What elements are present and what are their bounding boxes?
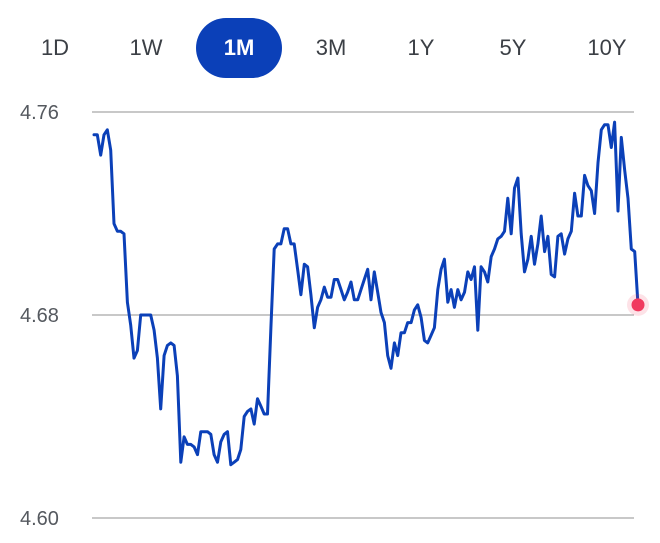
series-line-0 — [92, 120, 640, 467]
tab-1y[interactable]: 1Y — [407, 35, 435, 60]
series-layer — [92, 120, 649, 467]
tab-3m[interactable]: 3M — [315, 35, 347, 60]
gridlines — [92, 111, 634, 519]
y-tick-label-2: 4.60 — [20, 508, 59, 530]
tab-1d[interactable]: 1D — [40, 35, 70, 60]
y-tick-label-1: 4.68 — [20, 305, 59, 327]
y-tick-labels: 4.76 4.68 4.60 — [20, 102, 59, 530]
y-tick-label-0: 4.76 — [20, 102, 59, 124]
tab-10y[interactable]: 10Y — [587, 35, 627, 60]
range-selector: 1D 1W 1M 3M 1Y 5Y 10Y — [0, 18, 660, 78]
endpoint-marker — [631, 298, 645, 312]
tab-1w[interactable]: 1W — [129, 35, 163, 60]
tab-5y[interactable]: 5Y — [499, 35, 527, 60]
tab-1m[interactable]: 1M — [196, 18, 282, 78]
